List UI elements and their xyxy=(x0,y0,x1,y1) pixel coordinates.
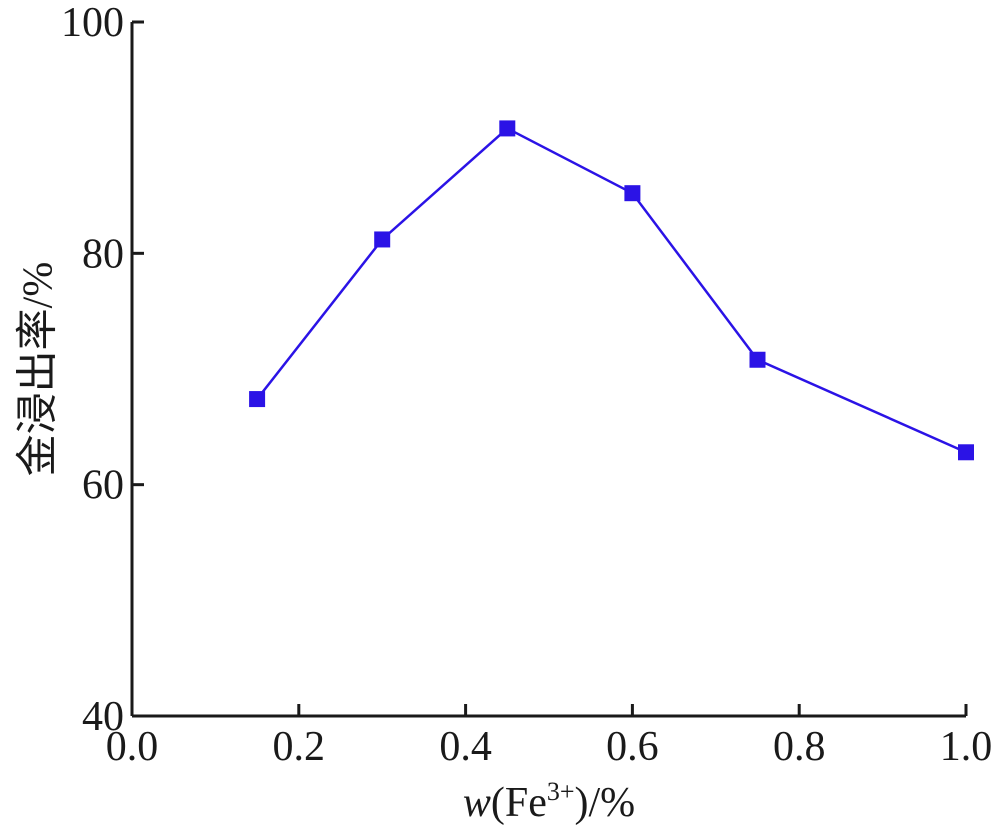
y-tick-label: 100 xyxy=(61,0,124,46)
data-point-marker xyxy=(374,231,391,248)
data-point-marker xyxy=(249,391,266,408)
data-point-marker xyxy=(749,351,766,368)
series-line xyxy=(256,126,967,454)
axes xyxy=(130,22,966,718)
data-point-marker xyxy=(958,444,974,461)
series-layer xyxy=(249,120,974,461)
x-axis-title: w(Fe3+)/% xyxy=(463,777,635,826)
x-tick-label: 0.0 xyxy=(106,724,159,770)
data-point-marker xyxy=(624,185,641,202)
y-tick-label: 40 xyxy=(82,694,124,740)
x-tick-label: 0.2 xyxy=(273,724,326,770)
x-axis-title-variable: w xyxy=(463,780,491,826)
x-tick-label: 0.6 xyxy=(606,724,659,770)
y-tick-label: 60 xyxy=(82,463,124,509)
x-axis-title-open: (Fe xyxy=(491,780,547,826)
data-point-marker xyxy=(499,120,516,137)
y-tick-label: 80 xyxy=(82,231,124,277)
ticks: 40 60 80 100 0.0 0.2 0.4 0.6 0.8 1.0 xyxy=(61,0,992,770)
x-axis-title-superscript: 3+ xyxy=(547,777,575,806)
x-tick-label: 0.4 xyxy=(439,724,492,770)
y-axis-title: 金浸出率/% xyxy=(15,262,62,477)
x-tick-label: 0.8 xyxy=(773,724,826,770)
x-tick-label: 1.0 xyxy=(940,724,993,770)
x-axis-title-close: )/% xyxy=(575,780,636,826)
